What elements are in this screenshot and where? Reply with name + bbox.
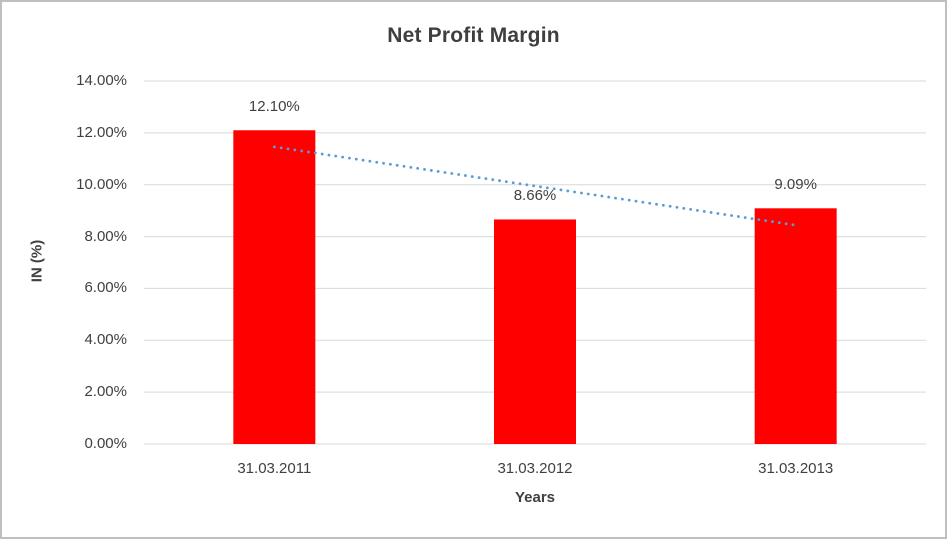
y-tick-label: 0.00% bbox=[84, 435, 127, 452]
y-axis-title-text: IN (%) bbox=[28, 239, 46, 283]
y-tick-label: 12.00% bbox=[76, 123, 127, 141]
bar bbox=[754, 208, 837, 444]
x-tick-label: 31.03.2011 bbox=[237, 460, 312, 477]
bar-value-label: 12.10% bbox=[248, 98, 300, 116]
bar-value-label: 8.66% bbox=[513, 187, 557, 205]
y-tick-label: 14.00% bbox=[76, 72, 127, 89]
y-tick-label: 2.00% bbox=[84, 383, 127, 401]
y-tick-label: 8.00% bbox=[84, 227, 127, 245]
y-tick-label: 6.00% bbox=[84, 279, 127, 297]
bar bbox=[233, 130, 316, 444]
x-tick-label: 31.03.2013 bbox=[758, 460, 834, 477]
y-tick-label: 4.00% bbox=[84, 331, 127, 349]
trendline bbox=[272, 145, 798, 227]
bar-value-label: 9.09% bbox=[774, 176, 817, 194]
x-tick-label: 31.03.2012 bbox=[497, 460, 573, 477]
bar bbox=[494, 219, 576, 444]
x-axis-title: Years bbox=[514, 489, 556, 506]
chart-title: Net Profit Margin bbox=[387, 24, 560, 47]
y-tick-label: 10.00% bbox=[76, 175, 127, 193]
